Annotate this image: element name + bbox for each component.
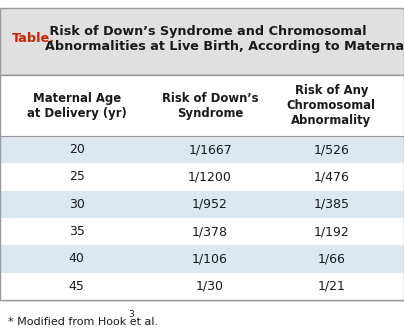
Bar — [0, 163, 404, 191]
Text: 1/1200: 1/1200 — [188, 171, 232, 184]
Text: 1/21: 1/21 — [318, 280, 345, 293]
Bar — [0, 75, 404, 300]
Text: 35: 35 — [69, 225, 85, 238]
Bar — [0, 8, 404, 75]
Text: Risk of Down’s Syndrome and Chromosomal
Abnormalities at Live Birth, According t: Risk of Down’s Syndrome and Chromosomal … — [45, 24, 404, 53]
Text: 1/385: 1/385 — [313, 198, 349, 211]
Bar — [0, 8, 404, 75]
Text: 3: 3 — [128, 310, 134, 319]
Text: 20: 20 — [69, 143, 85, 156]
Text: 45: 45 — [69, 280, 85, 293]
Text: 1/952: 1/952 — [192, 198, 228, 211]
Text: 1/378: 1/378 — [192, 225, 228, 238]
Text: Table.: Table. — [12, 32, 55, 45]
Bar — [0, 218, 404, 245]
Text: 25: 25 — [69, 171, 85, 184]
Bar — [0, 191, 404, 218]
Text: Maternal Age
at Delivery (yr): Maternal Age at Delivery (yr) — [27, 92, 126, 120]
Text: 1/476: 1/476 — [314, 171, 349, 184]
Text: 1/66: 1/66 — [318, 252, 345, 265]
Bar — [0, 272, 404, 300]
Text: * Modified from Hook et al.: * Modified from Hook et al. — [8, 317, 158, 327]
Text: 1/526: 1/526 — [314, 143, 349, 156]
Text: 1/192: 1/192 — [314, 225, 349, 238]
Text: Risk of Any
Chromosomal
Abnormality: Risk of Any Chromosomal Abnormality — [287, 84, 376, 127]
Bar — [0, 75, 404, 300]
Bar — [0, 245, 404, 272]
Text: Risk of Down’s
Syndrome: Risk of Down’s Syndrome — [162, 92, 258, 120]
Text: 1/30: 1/30 — [196, 280, 224, 293]
Text: 1/1667: 1/1667 — [188, 143, 232, 156]
Text: 30: 30 — [69, 198, 85, 211]
Text: 40: 40 — [69, 252, 85, 265]
Bar — [0, 75, 404, 136]
Text: 1/106: 1/106 — [192, 252, 228, 265]
Bar — [0, 136, 404, 163]
